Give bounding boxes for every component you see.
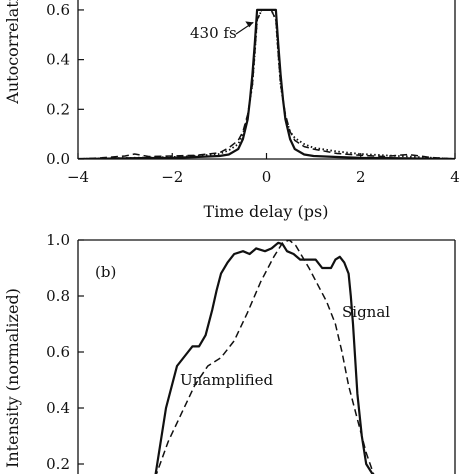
panel-b-y-tick-label: 0.6 [46, 343, 70, 361]
panel-b-annotation-signal: Signal [342, 303, 390, 321]
panel-a-x-tick-label: −2 [161, 168, 183, 186]
panel-a-y-axis-title: Autocorrelation [3, 0, 22, 105]
panel-b-y-tick-label: 0.4 [46, 399, 70, 417]
panel-b-y-tick-label: 0.8 [46, 287, 70, 305]
panel-b-series-group [154, 240, 375, 474]
panel-b-y-tick-label: 1.0 [46, 231, 70, 249]
panel-a-x-tick-label: 2 [356, 168, 366, 186]
panel-b-spectrum: 0.2 0.4 0.6 0.8 1.0 Intensity (normalized) (b)… [3, 231, 456, 474]
panel-b-y-tick-label: 0.2 [46, 455, 70, 473]
panel-a-autocorrelation: −4 −2 0 2 4 0.0 0.2 0.4 0.6 Time delay (ps) Autoco… [3, 0, 460, 221]
panel-a-series-group [78, 8, 455, 159]
panel-a-series-dashed [78, 9, 455, 159]
panel-a-y-tick-label: 0.6 [46, 1, 70, 19]
panel-a-x-tick-label: −4 [67, 168, 89, 186]
panel-a-series-dotted [78, 8, 455, 159]
panel-a-x-tick-label: 4 [450, 168, 460, 186]
panel-b-annotation-unamplified: Unamplified [180, 371, 274, 389]
panel-a-annotation-arrowhead [245, 21, 254, 28]
panel-b-y-axis-title: Intensity (normalized) [3, 288, 22, 468]
panel-a-x-tick-label: 0 [262, 168, 272, 186]
panel-a-y-tick-label: 0.2 [46, 100, 70, 118]
panel-b-series-unamplified [155, 240, 375, 474]
panel-a-x-axis-title: Time delay (ps) [204, 202, 329, 221]
panel-b-label: (b) [95, 263, 116, 281]
panel-b-series-signal [154, 241, 374, 474]
panel-a-annotation-label: 430 fs [190, 24, 237, 42]
panel-a-y-tick-label: 0.0 [46, 150, 70, 168]
panel-a-y-tick-label: 0.4 [46, 51, 70, 69]
panel-a-series-solid [78, 8, 455, 159]
